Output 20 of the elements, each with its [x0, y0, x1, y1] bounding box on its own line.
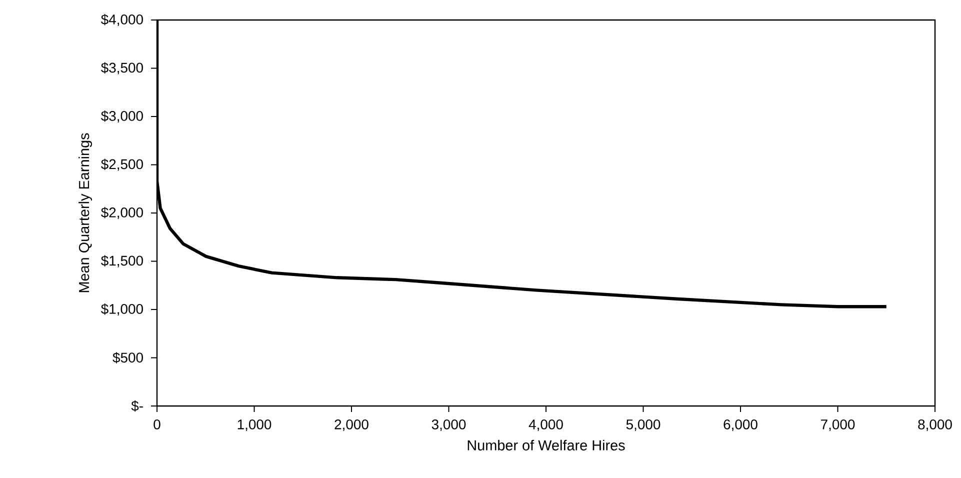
y-tick-label: $500 — [112, 352, 143, 364]
x-tick-label: 2,000 — [334, 419, 368, 431]
x-tick-label: 4,000 — [528, 419, 563, 431]
x-tick-label: 0 — [154, 419, 160, 430]
y-tick-label: $1,500 — [101, 255, 143, 268]
y-tick-label: $2,500 — [101, 158, 143, 171]
y-axis-title: Mean Quarterly Earnings — [78, 133, 92, 292]
x-tick-label: 5,000 — [626, 419, 660, 431]
x-tick-label: 8,000 — [918, 419, 952, 431]
x-tick-label: 7,000 — [821, 419, 855, 431]
y-tick-label: $3,500 — [101, 62, 143, 74]
y-tick-label: $3,000 — [101, 110, 143, 123]
x-tick-label: 6,000 — [724, 419, 758, 431]
x-tick-label: 3,000 — [432, 419, 466, 431]
y-tick-label: $4,000 — [101, 14, 143, 26]
y-tick-label: $- — [131, 400, 143, 412]
y-tick-label: $2,000 — [101, 206, 143, 220]
x-axis-title: Number of Welfare Hires — [468, 440, 625, 450]
x-tick-label: 1,000 — [238, 419, 272, 431]
y-tick-label: $1,000 — [101, 303, 143, 316]
